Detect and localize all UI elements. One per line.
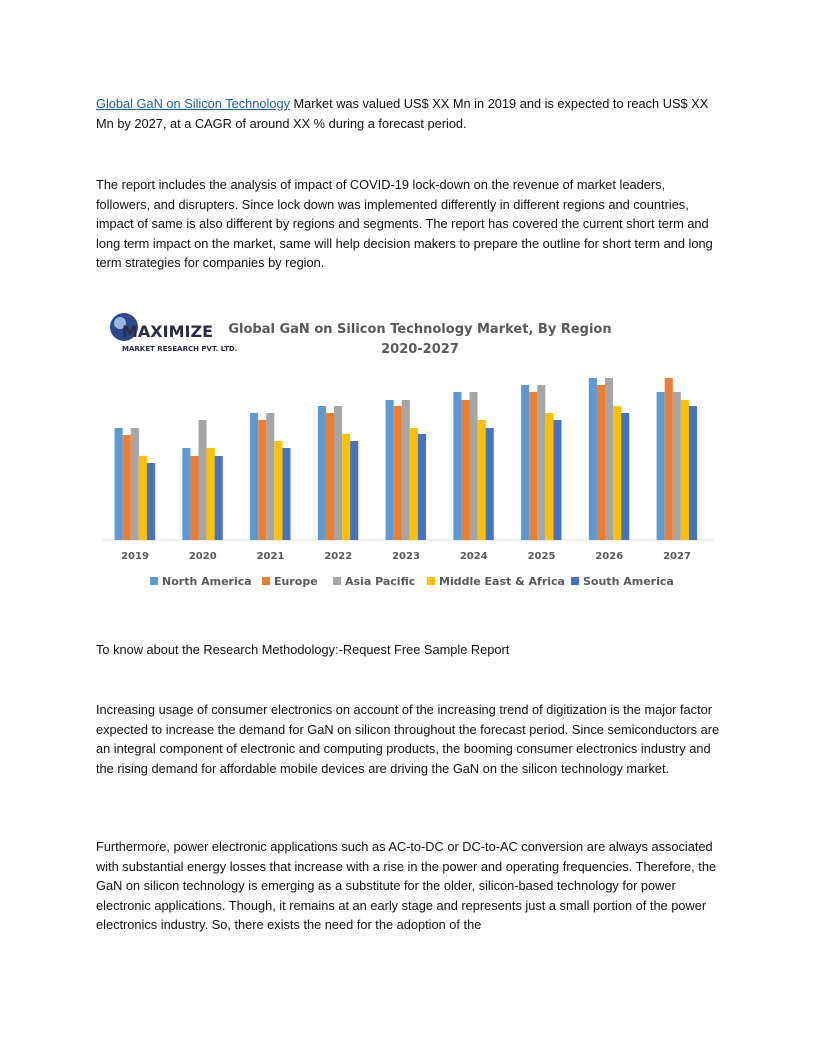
bar — [664, 378, 673, 540]
bar — [596, 385, 605, 540]
bar — [688, 406, 697, 540]
bar — [206, 448, 215, 540]
legend-label: North America — [162, 575, 252, 588]
bar — [553, 420, 562, 540]
bar — [537, 385, 546, 540]
legend-label: Europe — [274, 575, 318, 588]
x-tick-label: 2022 — [324, 551, 352, 562]
bar — [266, 413, 275, 540]
paragraph: Global GaN on Silicon Technology Market … — [96, 94, 720, 133]
bar — [317, 406, 326, 540]
bar — [214, 456, 223, 540]
legend-label: Middle East & Africa — [439, 575, 565, 588]
bar — [325, 413, 334, 540]
bar — [334, 406, 343, 540]
bar — [258, 420, 267, 540]
chart-title: Global GaN on Silicon Technology Market,… — [228, 322, 611, 337]
chart: MAXIMIZE MARKET RESEARCH PVT. LTD. Globa… — [102, 313, 714, 588]
bar — [417, 434, 426, 540]
bar — [477, 420, 486, 540]
bar — [342, 434, 351, 540]
legend-label: Asia Pacific — [345, 575, 415, 588]
logo-sub: MARKET RESEARCH PVT. LTD. — [122, 345, 237, 353]
x-tick-label: 2020 — [189, 551, 217, 562]
bar — [521, 385, 530, 540]
bar — [485, 428, 494, 540]
paragraph: To know about the Research Methodology:-… — [96, 642, 510, 657]
legend-swatch — [427, 577, 435, 585]
bar — [656, 392, 665, 540]
bar — [605, 378, 614, 540]
legend-swatch — [262, 577, 270, 585]
bar — [401, 400, 410, 540]
bar — [672, 392, 681, 540]
bar — [545, 413, 554, 540]
legend-swatch — [333, 577, 341, 585]
bar — [146, 463, 155, 540]
bar — [613, 406, 622, 540]
x-tick-label: 2025 — [528, 551, 556, 562]
legend-swatch — [571, 577, 579, 585]
bar — [393, 406, 402, 540]
bar — [350, 441, 359, 540]
x-tick-label: 2027 — [663, 551, 691, 562]
bar — [385, 400, 394, 540]
legend-label: South America — [583, 575, 674, 588]
x-tick-label: 2023 — [392, 551, 420, 562]
x-tick-label: 2019 — [121, 551, 149, 562]
paragraph: Increasing usage of consumer electronics… — [96, 702, 720, 776]
bar — [274, 441, 283, 540]
bar — [130, 428, 139, 540]
bar — [138, 456, 147, 540]
logo-globe — [114, 317, 126, 329]
bar — [409, 428, 418, 540]
bar — [198, 420, 207, 540]
text: Market was valued US$ XX Mn in 2019 and … — [96, 96, 709, 131]
x-tick-label: 2024 — [460, 551, 488, 562]
paragraph: Furthermore, power electronic applicatio… — [96, 839, 717, 933]
logo-name: MAXIMIZE — [122, 322, 213, 341]
bar — [190, 456, 199, 540]
legend-swatch — [150, 577, 158, 585]
bar — [680, 400, 689, 540]
bar — [453, 392, 462, 540]
bar — [588, 378, 597, 540]
bar — [122, 435, 131, 540]
bar — [182, 448, 191, 540]
bar — [461, 400, 470, 540]
chart-title: 2020-2027 — [381, 342, 459, 357]
bar — [114, 428, 123, 540]
x-tick-label: 2026 — [595, 551, 623, 562]
x-tick-label: 2021 — [257, 551, 285, 562]
paragraph: The report includes the analysis of impa… — [96, 177, 713, 271]
link[interactable]: Global GaN on Silicon Technology — [96, 96, 290, 111]
bar — [250, 413, 259, 540]
bar — [282, 448, 291, 540]
bar — [469, 392, 478, 540]
bar — [621, 413, 630, 540]
bar — [529, 392, 538, 540]
